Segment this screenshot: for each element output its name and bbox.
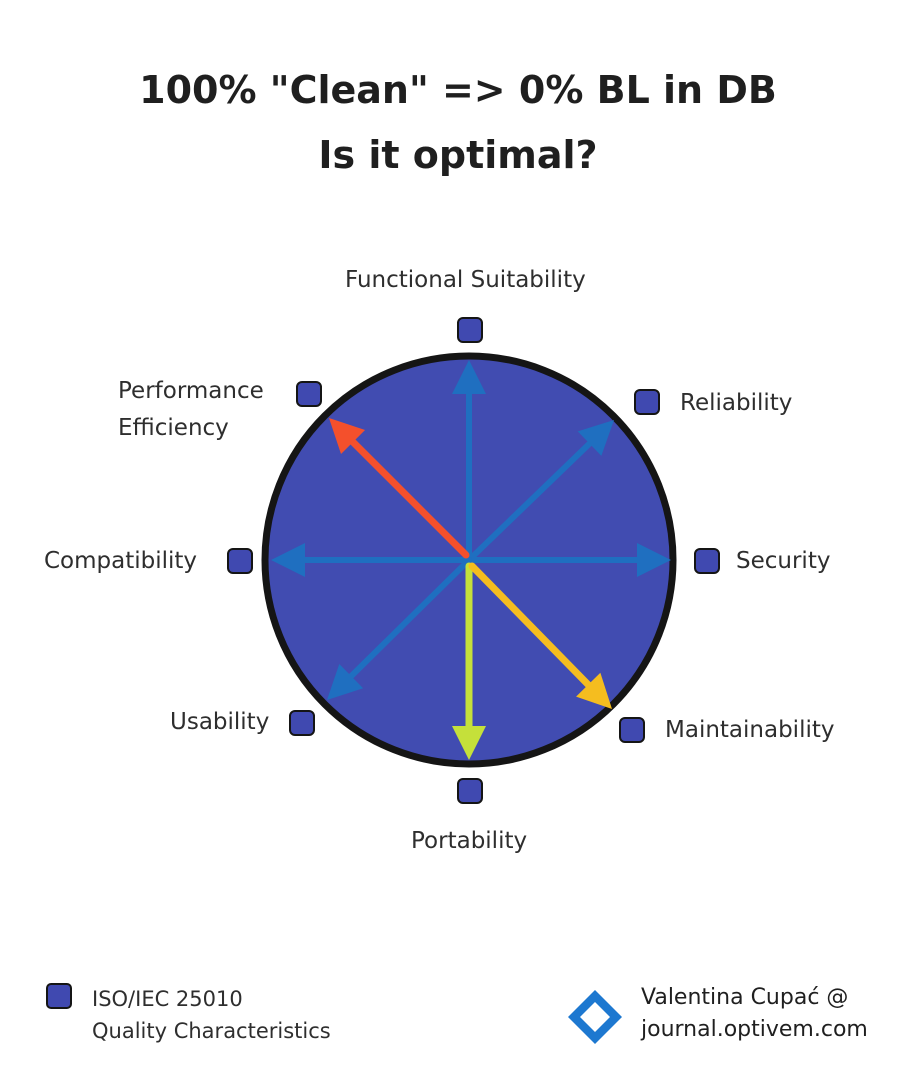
arrow-head-compatibility	[271, 543, 305, 577]
arrow-line-reliability	[466, 437, 596, 563]
arrow-head-functional	[452, 360, 486, 394]
optivem-logo-shape	[568, 990, 622, 1044]
arrow-line-performance	[346, 435, 470, 559]
marker-functional	[457, 317, 483, 343]
marker-usability	[289, 710, 315, 736]
marker-performance	[296, 381, 322, 407]
arrow-line-maintainability	[468, 562, 595, 692]
label-reliability: Reliability	[680, 390, 793, 416]
arrow-head-performance	[329, 418, 366, 455]
label-performance-efficiency: Performance Efficiency	[118, 378, 264, 441]
label-portability: Portability	[411, 828, 528, 854]
marker-portability	[457, 778, 483, 804]
diagram-title-line-2: Is it optimal?	[318, 133, 598, 177]
label-compatibility: Compatibility	[44, 548, 198, 574]
label-functional-suitability: Functional Suitability	[345, 267, 586, 293]
marker-group	[227, 317, 720, 804]
legend-square-marker-icon	[46, 983, 72, 1009]
legend-text: ISO/IEC 25010 Quality Characteristics	[92, 987, 331, 1043]
marker-security	[694, 548, 720, 574]
optivem-logo-icon	[568, 990, 622, 1044]
arrow-head-maintainability	[576, 672, 612, 709]
diagram-title-line-1: 100% "Clean" => 0% BL in DB	[139, 68, 777, 112]
arrow-group	[271, 360, 671, 760]
arrow-head-portability	[452, 726, 486, 760]
arrow-head-usability	[327, 664, 364, 700]
arrow-head-security	[637, 543, 671, 577]
marker-compatibility	[227, 548, 253, 574]
arrow-line-usability	[345, 557, 472, 682]
marker-maintainability	[619, 717, 645, 743]
author-credit: Valentina Cupać @ journal.optivem.com	[641, 985, 868, 1042]
label-maintainability: Maintainability	[665, 717, 835, 743]
arrow-head-reliability	[577, 420, 614, 456]
label-usability: Usability	[170, 709, 270, 735]
label-security: Security	[736, 548, 831, 574]
marker-reliability	[634, 389, 660, 415]
